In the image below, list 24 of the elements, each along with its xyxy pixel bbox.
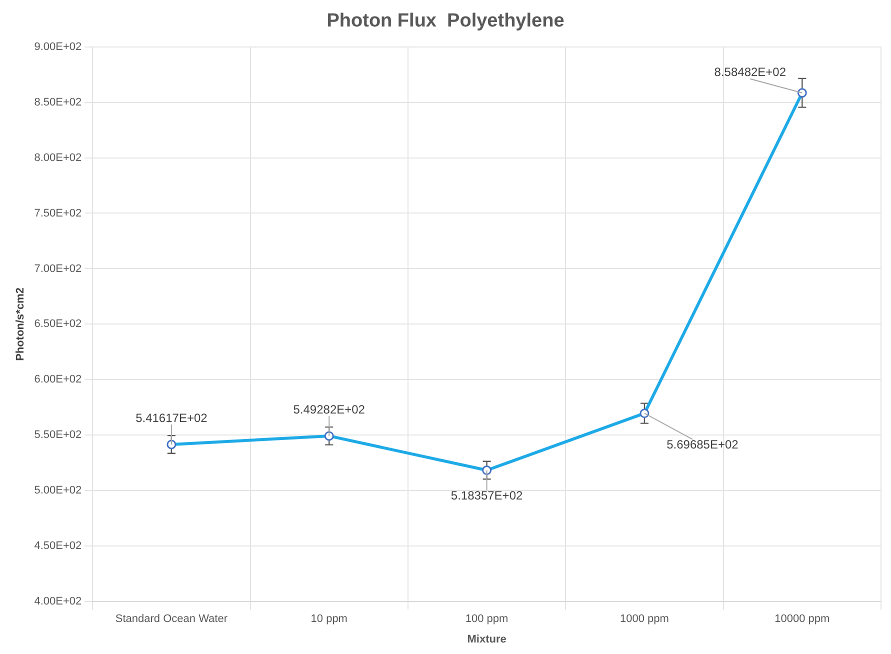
y-tick-label: 8.50E+02 [34, 96, 82, 108]
y-tick-label: 9.00E+02 [34, 40, 82, 53]
y-tick-label: 7.50E+02 [34, 207, 82, 220]
y-tick-label: 4.50E+02 [34, 540, 82, 552]
y-axis-title: Photon/s*cm2 [14, 288, 27, 361]
data-label: 5.49282E+02 [293, 402, 366, 416]
x-tick-label: 10000 ppm [774, 613, 830, 626]
chart-title: Photon Flux Polyethylene [326, 10, 564, 32]
x-tick-label: Standard Ocean Water [115, 613, 228, 626]
data-label: 8.58482E+02 [714, 65, 786, 80]
y-tick-label: 6.00E+02 [34, 374, 82, 386]
x-tick-label: 10 ppm [310, 613, 348, 626]
y-tick-label: 5.00E+02 [34, 484, 82, 497]
y-tick-label: 7.00E+02 [34, 262, 82, 275]
data-label: 5.69685E+02 [666, 438, 739, 452]
x-tick-label: 100 ppm [465, 613, 508, 626]
x-tick-label: 1000 ppm [620, 613, 669, 626]
y-tick-label: 6.50E+02 [34, 318, 82, 330]
data-label: 5.41617E+02 [136, 410, 208, 425]
x-axis-title: Mixture [467, 633, 506, 646]
y-tick-label: 4.00E+02 [34, 596, 82, 608]
y-tick-label: 5.50E+02 [34, 429, 82, 442]
y-tick-label: 8.00E+02 [34, 152, 82, 164]
data-label: 5.18357E+02 [450, 488, 523, 503]
